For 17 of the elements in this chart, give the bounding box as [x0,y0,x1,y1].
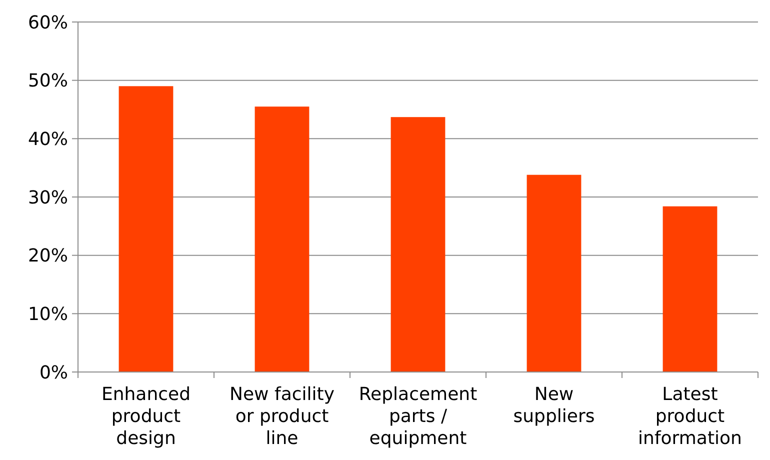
x-tick-label: New facility or product line [230,384,335,449]
bar [390,117,446,372]
x-tick-label: New suppliers [513,384,595,427]
y-tick-label: 50% [28,70,68,92]
y-tick-label: 30% [28,187,68,208]
y-tick-label: 40% [28,128,68,150]
x-tick-label: Enhanced product design [101,384,191,449]
y-tick-label: 20% [28,246,68,267]
y-tick-label: 60% [28,12,68,34]
bar [526,174,582,372]
x-tick-label: Latest product information [638,384,742,449]
bar [254,106,310,372]
y-tick-label: 10% [28,304,68,325]
x-tick-label: Replacement parts / equipment [358,384,478,449]
y-tick-label: 0% [39,362,68,384]
bar [662,206,718,372]
bar [118,86,174,372]
